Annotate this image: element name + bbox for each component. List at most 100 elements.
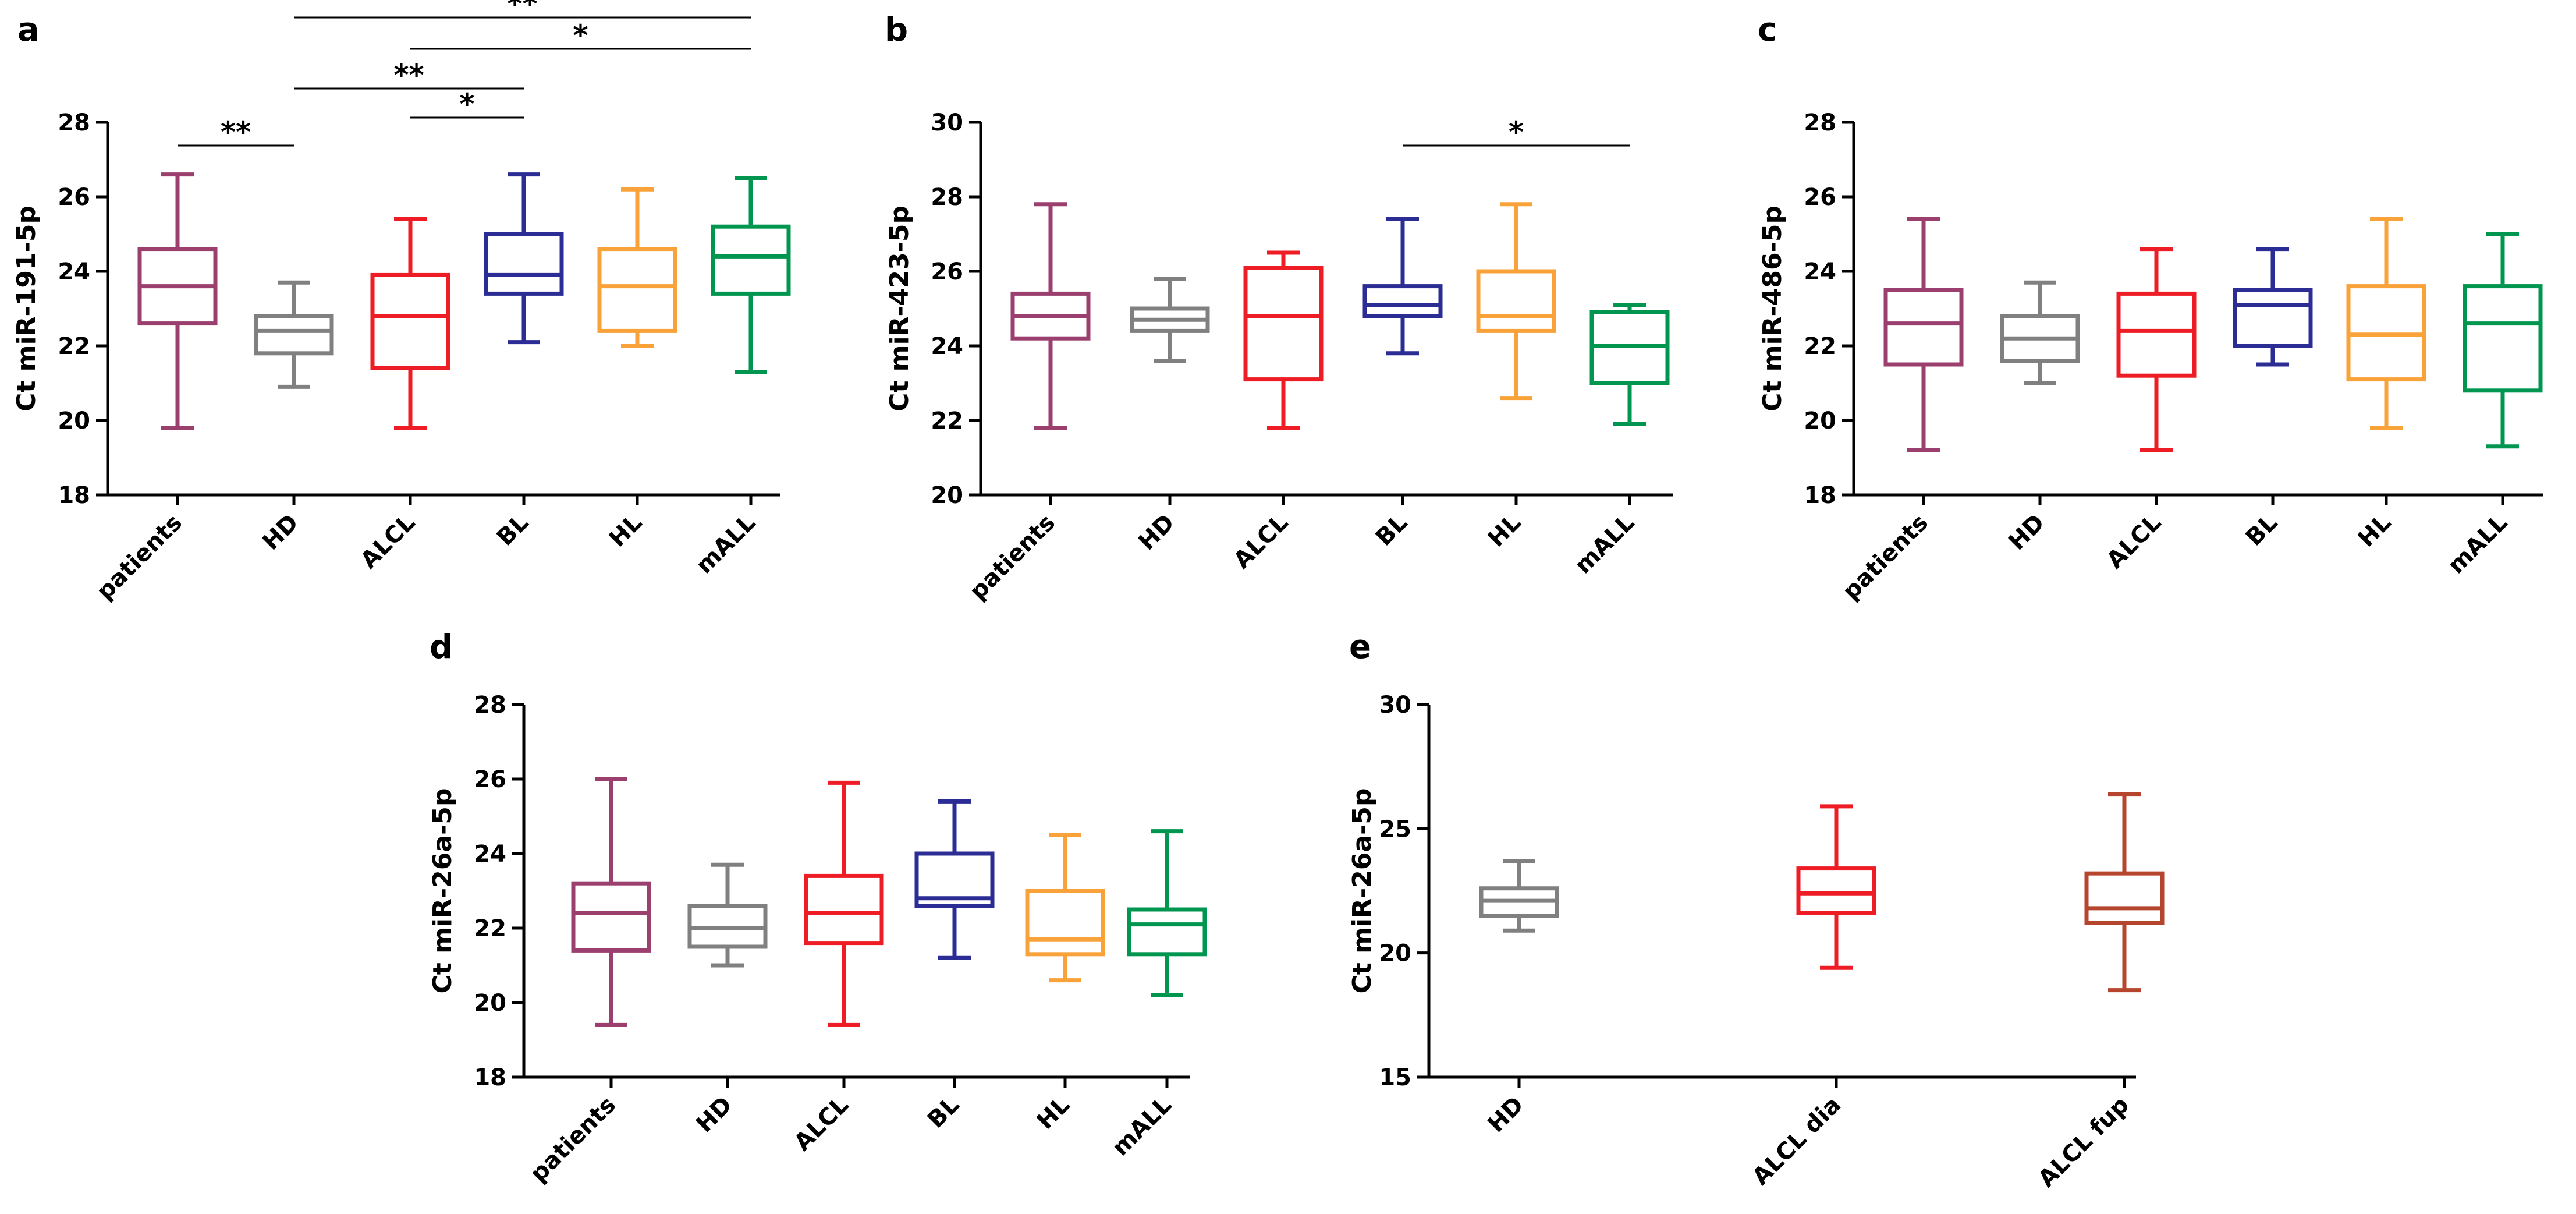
x-tick-label: HD [1133, 509, 1180, 556]
box-hd [2000, 280, 2080, 385]
box-iqr [370, 272, 450, 370]
box-alcl [370, 217, 450, 430]
y-tick-label: 26 [58, 184, 90, 211]
x-tick-label: patients [964, 509, 1060, 606]
box-alcl [2116, 247, 2197, 452]
x-tick-label: BL [492, 509, 534, 551]
box-iqr [2463, 284, 2543, 393]
box-alcl [804, 780, 884, 1027]
y-tick-label: 18 [474, 1064, 506, 1091]
box-mall [711, 176, 791, 374]
y-tick-label: 20 [1379, 940, 1411, 967]
y-tick-label: 24 [58, 259, 90, 285]
box-hl [2346, 217, 2426, 430]
y-tick-label: 25 [1379, 816, 1411, 843]
panel-c: c Ct miR-486-5p 18 20 22 24 26 28 patients HD ALCL… [1758, 11, 2543, 605]
box-mall [1127, 829, 1207, 997]
box-hd [1130, 277, 1210, 363]
y-tick-label: 22 [58, 333, 90, 360]
x-tick-label: patients [91, 509, 187, 606]
box-iqr [254, 314, 334, 356]
y-tick-label: 20 [931, 482, 963, 509]
x-tick-label: BL [1371, 509, 1413, 551]
box-iqr [597, 247, 677, 333]
x-tick-label: HL [1032, 1092, 1075, 1135]
significance-label: ** [393, 58, 424, 92]
box-iqr [1796, 866, 1876, 915]
box-hd [687, 862, 768, 968]
box-patients [571, 777, 651, 1027]
panel-b: b Ct miR-423-5p 20 22 24 26 28 30 patients HD ALCL… [885, 11, 1673, 605]
box-alcl-dia [1796, 804, 1876, 970]
box-alcl [1243, 250, 1324, 430]
box-iqr [1362, 284, 1443, 318]
box-iqr [1025, 889, 1105, 957]
significance-label: ** [507, 0, 537, 21]
y-tick-label: 30 [931, 109, 963, 136]
box-bl [1362, 217, 1443, 356]
y-tick-label: 22 [931, 408, 963, 434]
box-hd [254, 280, 334, 389]
y-tick-label: 22 [1804, 333, 1836, 360]
box-iqr [571, 881, 651, 953]
panel-d: d Ct miR-26a-5p 18 20 22 24 26 28 patients HD ALCL… [428, 628, 1207, 1188]
significance-label: * [459, 87, 474, 121]
x-tick-label: patients [525, 1092, 621, 1188]
y-tick-label: 28 [1804, 109, 1836, 136]
x-tick-label: mALL [1107, 1092, 1177, 1162]
box-patients [1883, 217, 1964, 452]
significance-label: * [1509, 115, 1524, 149]
x-tick-label: HD [691, 1092, 737, 1138]
x-tick-label: HL [604, 509, 647, 553]
y-tick-label: 28 [474, 692, 506, 719]
y-axis-label: Ct miR-26a-5p [1347, 788, 1377, 993]
x-tick-label: ALCL [789, 1092, 854, 1156]
y-tick-label: 26 [931, 259, 963, 285]
x-tick-label: BL [2241, 509, 2283, 551]
box-patients [1010, 202, 1091, 430]
plots-layer: a Ct miR-191-5p 18 20 22 24 26 28 patients HD ALCL… [12, 0, 2543, 1192]
box-patients [137, 172, 218, 430]
box-iqr [1127, 907, 1207, 957]
box-hl [597, 187, 677, 348]
x-tick-label: patients [1837, 509, 1933, 606]
x-tick-label: ALCL fup [2033, 1092, 2134, 1193]
box-iqr [2084, 871, 2165, 925]
y-tick-label: 15 [1379, 1064, 1411, 1091]
panel-letter: a [17, 11, 40, 49]
x-tick-label: ALCL [2102, 509, 2166, 574]
box-iqr [1243, 266, 1324, 382]
y-axis-label: Ct miR-26a-5p [428, 788, 457, 993]
box-iqr [1476, 269, 1556, 333]
y-tick-label: 20 [58, 408, 90, 434]
box-hd [1479, 859, 1559, 933]
x-tick-label: ALCL [1229, 509, 1293, 574]
y-tick-label: 24 [931, 333, 963, 360]
y-tick-label: 18 [58, 482, 90, 509]
panel-letter: c [1758, 11, 1777, 49]
panel-a: a Ct miR-191-5p 18 20 22 24 26 28 patients HD ALCL… [12, 0, 791, 606]
x-tick-label: HL [2353, 509, 2396, 553]
box-iqr [711, 224, 791, 296]
significance-label: ** [221, 115, 251, 149]
box-iqr [484, 232, 564, 296]
box-iqr [804, 873, 884, 946]
box-iqr [1883, 288, 1964, 367]
x-tick-label: HL [1483, 509, 1526, 553]
box-bl [914, 799, 995, 960]
box-mall [1589, 303, 1670, 426]
panel-letter: e [1349, 628, 1371, 666]
x-tick-label: ALCL [356, 509, 420, 574]
y-tick-label: 28 [58, 109, 90, 136]
x-tick-label: ALCL dia [1747, 1092, 1846, 1191]
box-iqr [2233, 288, 2313, 348]
y-axis-label: Ct miR-423-5p [885, 206, 914, 412]
y-tick-label: 24 [1804, 259, 1836, 285]
panel-e: e Ct miR-26a-5p 15 20 25 30 HD ALCL dia ALCL fup [1347, 628, 2165, 1193]
y-tick-label: 26 [474, 766, 506, 793]
box-hl [1025, 833, 1105, 983]
x-tick-label: HD [1482, 1092, 1529, 1138]
box-iqr [914, 851, 995, 908]
x-tick-label: mALL [691, 509, 761, 579]
box-alcl-fup [2084, 792, 2165, 993]
